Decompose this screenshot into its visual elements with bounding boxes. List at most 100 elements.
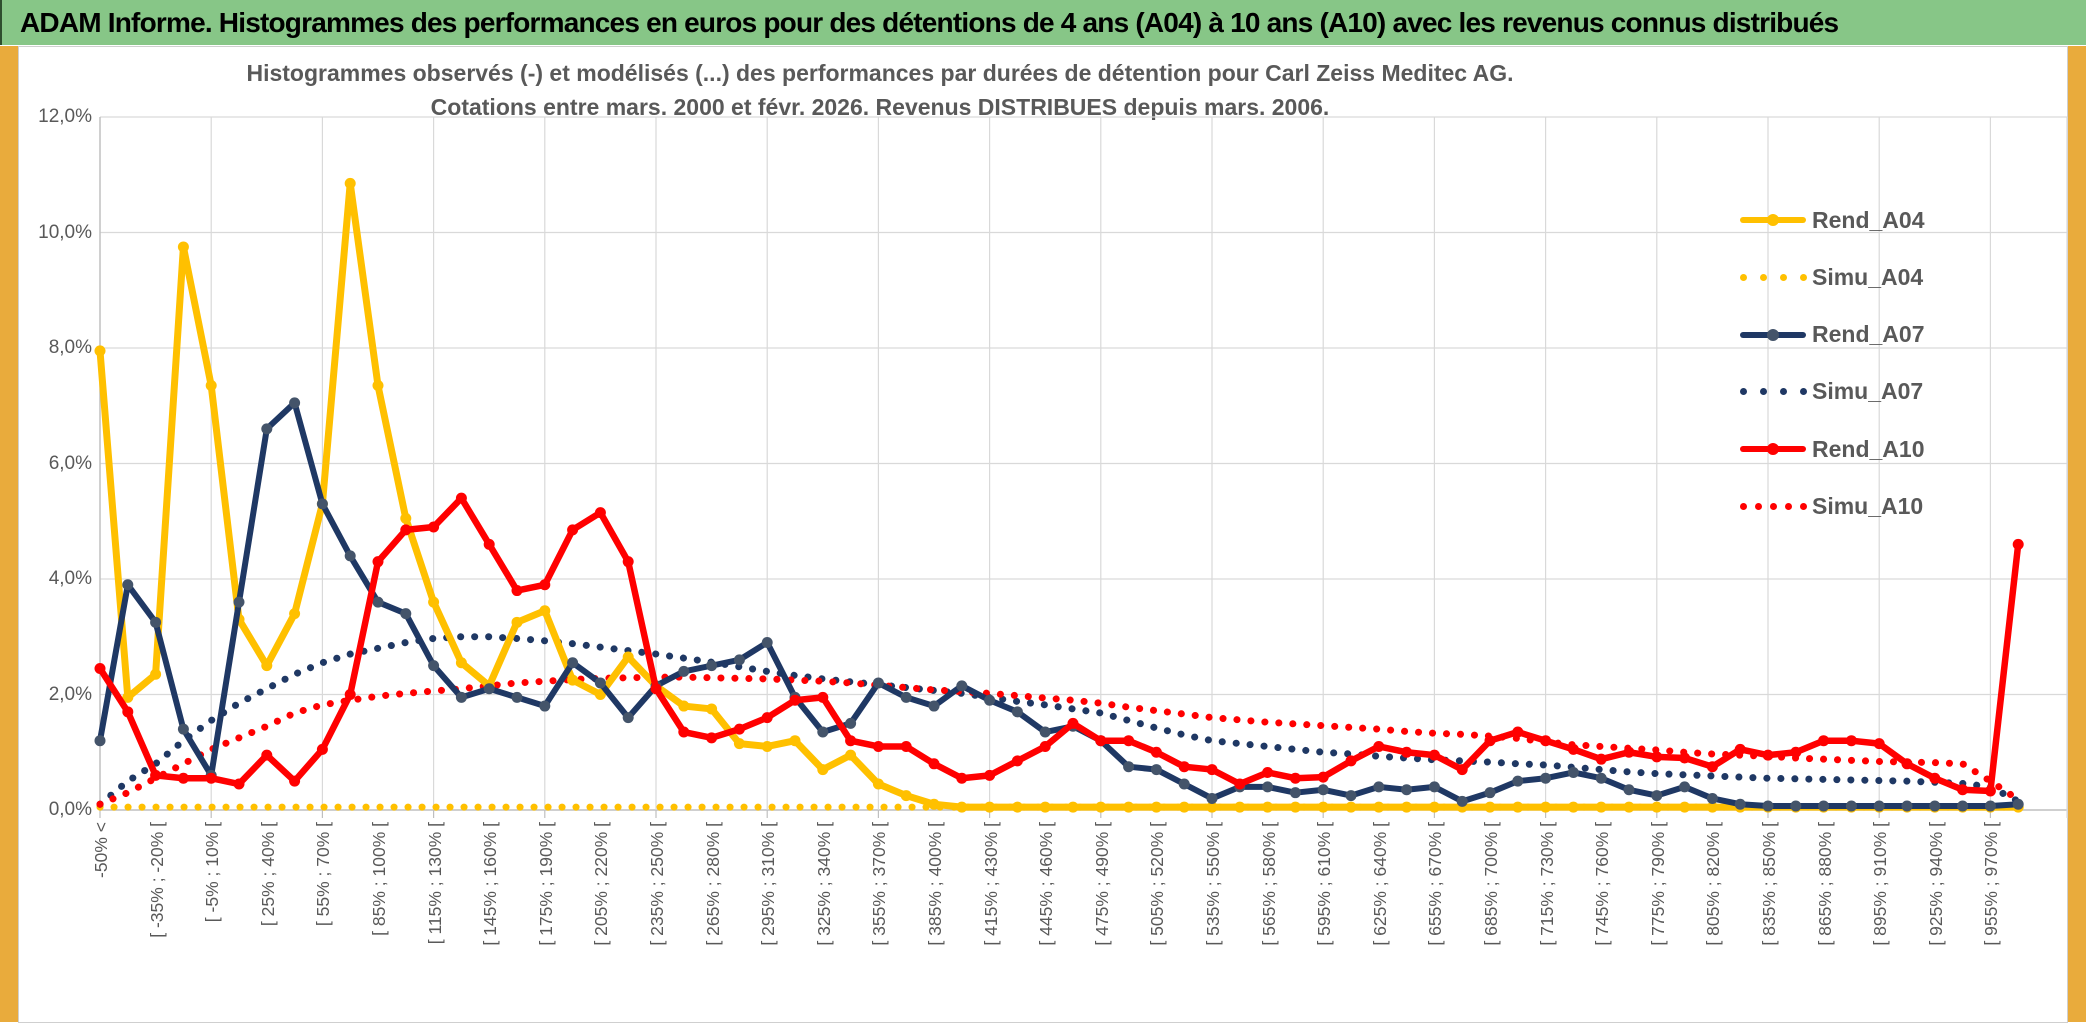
marker-Rend_A07 [94, 735, 106, 747]
marker-Rend_A07 [1317, 784, 1329, 796]
marker-Rend_A07 [1540, 772, 1552, 784]
x-tick-label: [ -5% ; 10% [ [202, 822, 223, 923]
marker-Rend_A04 [1289, 801, 1301, 813]
marker-Rend_A07 [845, 717, 857, 729]
legend-marker-dot [1767, 214, 1779, 226]
marker-Rend_A04 [122, 691, 134, 703]
marker-Rend_A07 [1345, 790, 1357, 802]
legend-label: Rend_A07 [1812, 321, 1925, 348]
marker-Rend_A10 [1150, 746, 1162, 758]
series-line-Rend_A07 [97, 399, 2022, 809]
marker-Rend_A10 [1123, 735, 1135, 747]
marker-Rend_A04 [817, 764, 829, 776]
marker-Rend_A10 [928, 758, 940, 770]
marker-Rend_A04 [1178, 801, 1190, 813]
marker-Rend_A10 [900, 740, 912, 752]
marker-Rend_A10 [678, 726, 690, 738]
marker-Rend_A10 [1373, 740, 1385, 752]
marker-Rend_A10 [1734, 743, 1746, 755]
marker-Rend_A10 [622, 556, 634, 568]
marker-Rend_A07 [1039, 726, 1051, 738]
marker-Rend_A10 [1595, 753, 1607, 765]
marker-Rend_A10 [428, 521, 440, 533]
chart-title-line2: Cotations entre mars. 2000 et févr. 2026… [430, 94, 1330, 120]
x-tick-label: [ 475% ; 490% [ [1091, 822, 1112, 946]
x-tick-label: [ 445% ; 460% [ [1036, 822, 1057, 946]
marker-Rend_A04 [372, 380, 384, 392]
marker-Rend_A07 [344, 550, 356, 562]
marker-Rend_A07 [1984, 800, 1996, 812]
marker-Rend_A07 [1178, 778, 1190, 790]
marker-Rend_A04 [1623, 801, 1635, 813]
x-tick-label: [ 655% ; 670% [ [1425, 822, 1446, 946]
marker-Rend_A07 [372, 596, 384, 608]
marker-Rend_A04 [622, 651, 634, 663]
x-tick-label: [ 835% ; 850% [ [1759, 822, 1779, 946]
marker-Rend_A07 [1567, 766, 1579, 778]
legend-label: Simu_A10 [1812, 493, 1924, 519]
legend-item-Simu_A04: Simu_A04 [1740, 262, 1923, 292]
chart-title-line1: Histogrammes observés (-) et modélisés (… [246, 60, 1514, 86]
legend-dot [1740, 503, 1747, 510]
legend-dots-icon [1740, 377, 1807, 407]
marker-Rend_A04 [594, 689, 606, 700]
marker-Rend_A07 [1623, 784, 1635, 796]
chart-title: Histogrammes observés (-) et modélisés (… [100, 56, 1660, 124]
marker-Rend_A10 [1428, 749, 1440, 761]
marker-Rend_A10 [1651, 751, 1663, 763]
marker-Rend_A04 [1428, 801, 1440, 813]
marker-Rend_A04 [845, 749, 857, 761]
x-tick-label: [ 115% ; 130% [ [424, 822, 445, 945]
x-tick-label: [ 355% ; 370% [ [869, 822, 890, 946]
marker-Rend_A10 [1234, 778, 1246, 790]
legend-dot [1770, 503, 1777, 510]
marker-Rend_A10 [1178, 761, 1190, 773]
marker-Rend_A07 [928, 700, 940, 712]
marker-Rend_A04 [205, 380, 217, 392]
marker-Rend_A04 [400, 512, 412, 524]
marker-Rend_A04 [1651, 801, 1663, 813]
marker-Rend_A04 [1234, 801, 1246, 813]
marker-Rend_A07 [594, 677, 606, 689]
marker-Rend_A04 [455, 657, 467, 669]
x-tick-label: [ 895% ; 910% [ [1870, 822, 1891, 946]
marker-Rend_A07 [1595, 772, 1607, 784]
marker-Rend_A10 [150, 769, 162, 781]
marker-Rend_A07 [1150, 764, 1162, 776]
marker-Rend_A04 [984, 801, 996, 813]
marker-Rend_A07 [1706, 792, 1718, 804]
legend-marker-dot [1767, 328, 1779, 341]
marker-Rend_A04 [1095, 801, 1107, 813]
marker-Rend_A07 [733, 654, 745, 666]
marker-Rend_A07 [1262, 781, 1274, 793]
marker-Rend_A04 [1706, 801, 1718, 813]
marker-Rend_A07 [1929, 800, 1941, 812]
series-line-Simu_A07 [96, 633, 2022, 808]
marker-Rend_A10 [94, 663, 106, 675]
legend-dots-icon [1740, 262, 1807, 292]
marker-Rend_A07 [483, 683, 495, 695]
marker-Rend_A07 [984, 694, 996, 706]
marker-Rend_A04 [1317, 801, 1329, 813]
marker-Rend_A07 [706, 660, 718, 672]
marker-Rend_A04 [761, 740, 773, 752]
x-tick-label: [ 235% ; 250% [ [647, 822, 667, 946]
marker-Rend_A10 [511, 585, 523, 597]
marker-Rend_A07 [1484, 787, 1496, 799]
marker-Rend_A07 [400, 608, 412, 620]
marker-Rend_A04 [150, 668, 162, 680]
marker-Rend_A04 [567, 674, 579, 686]
legend-item-Rend_A10: Rend_A10 [1740, 434, 1924, 464]
legend-dot [1740, 273, 1747, 281]
marker-Rend_A04 [928, 798, 940, 810]
marker-Rend_A10 [956, 772, 968, 784]
marker-Rend_A04 [1262, 801, 1274, 813]
marker-Rend_A10 [1512, 726, 1524, 738]
x-tick-label: [ 565% ; 580% [ [1258, 822, 1279, 946]
marker-Rend_A10 [1484, 735, 1496, 747]
marker-Rend_A04 [900, 790, 912, 802]
x-tick-label: [ 535% ; 550% [ [1203, 822, 1223, 946]
legend-dot [1780, 388, 1787, 396]
marker-Rend_A10 [1929, 772, 1941, 784]
